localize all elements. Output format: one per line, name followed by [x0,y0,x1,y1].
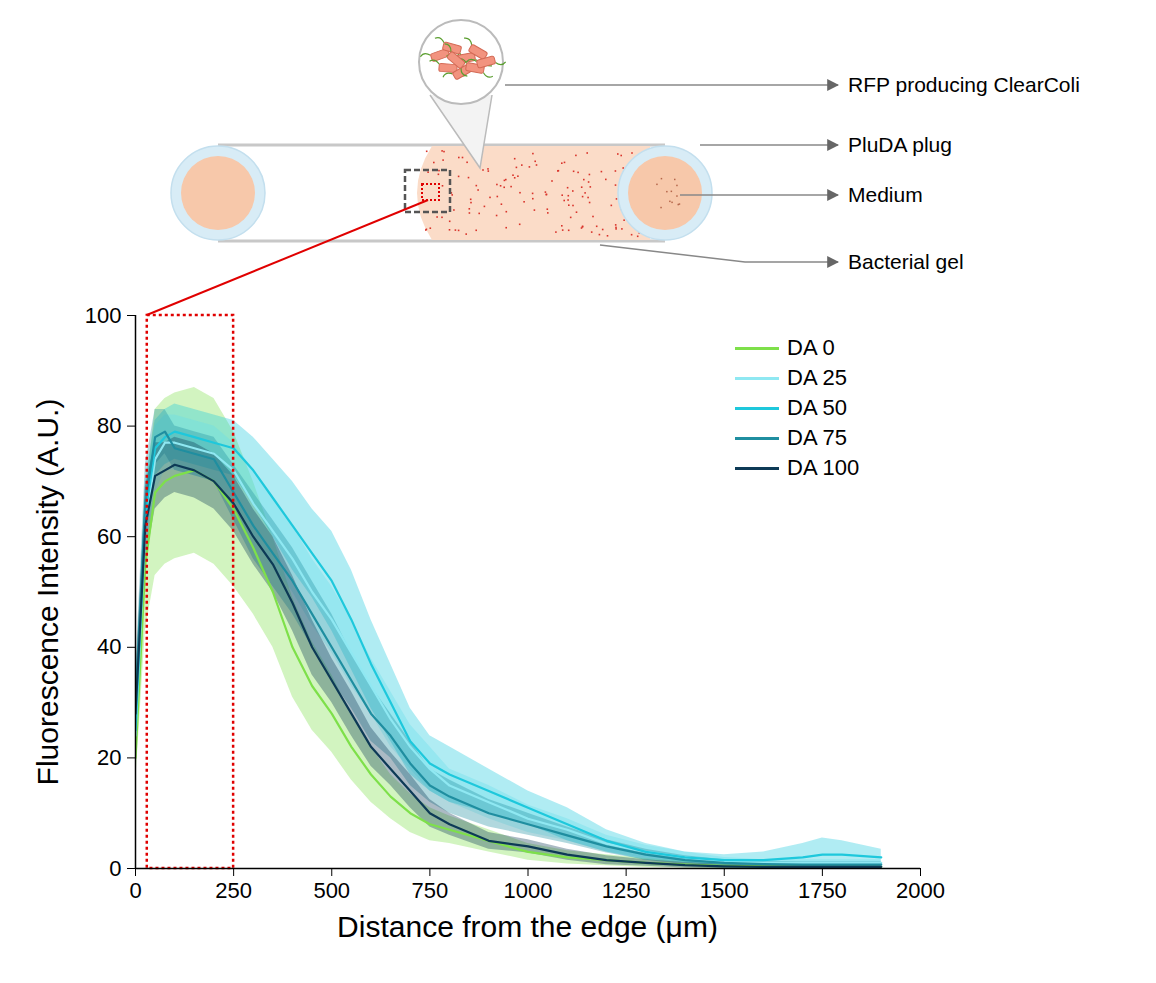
html-text:Fluorescence Intensity (A.U.): Fluorescence Intensity (A.U.) [31,398,64,785]
html-text:DA 0: DA 0 [787,335,835,360]
svg-text:250: 250 [215,878,252,903]
svg-text:100: 100 [85,303,122,328]
svg-text:PluDA plug: PluDA plug [848,133,952,156]
svg-text:20: 20 [97,745,121,770]
svg-text:Bacterial gel: Bacterial gel [848,250,964,273]
html-text:DA 25: DA 25 [787,365,847,390]
svg-text:0: 0 [129,878,141,903]
svg-text:60: 60 [97,524,121,549]
svg-text:Medium: Medium [848,183,923,206]
svg-text:40: 40 [97,634,121,659]
svg-text:80: 80 [97,413,121,438]
svg-text:2000: 2000 [896,878,945,903]
html-text:DA 50: DA 50 [787,395,847,420]
svg-text:1250: 1250 [602,878,651,903]
svg-text:0: 0 [109,856,121,881]
svg-text:1000: 1000 [504,878,553,903]
svg-text:1750: 1750 [798,878,847,903]
svg-text:RFP producing ClearColi: RFP producing ClearColi [848,73,1080,96]
html-text:Distance from the edge (μm): Distance from the edge (μm) [337,910,718,943]
svg-text:1500: 1500 [700,878,749,903]
html-text:DA 75: DA 75 [787,425,847,450]
svg-text:750: 750 [412,878,449,903]
html-text:DA 100: DA 100 [787,455,860,480]
svg-text:500: 500 [313,878,350,903]
